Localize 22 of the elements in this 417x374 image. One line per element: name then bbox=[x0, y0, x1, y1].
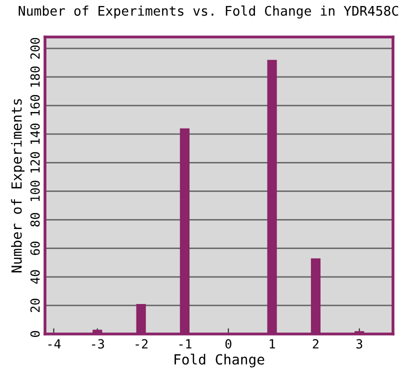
x-tick-label: -3 bbox=[92, 339, 104, 349]
x-tick-label: 0 bbox=[225, 339, 232, 349]
x-tick-label: 3 bbox=[356, 339, 362, 349]
y-tick-label: 180 bbox=[30, 66, 40, 87]
y-tick-label: 20 bbox=[30, 298, 40, 312]
chart-title: Number of Experiments vs. Fold Change in YDR458C bbox=[18, 6, 398, 18]
x-tick-label: -2 bbox=[136, 339, 148, 348]
y-tick-label: 100 bbox=[30, 180, 40, 201]
y-tick-label: 160 bbox=[30, 95, 40, 116]
x-tick-label: 2 bbox=[312, 339, 318, 348]
y-tick-label: 40 bbox=[30, 270, 40, 284]
y-tick-label: 200 bbox=[30, 38, 40, 59]
x-axis-title: Fold Change bbox=[174, 354, 264, 368]
y-tick-label: 0 bbox=[30, 331, 40, 337]
x-tick-label: -1 bbox=[179, 339, 192, 348]
x-tick-label: 1 bbox=[270, 339, 275, 348]
y-tick-label: 120 bbox=[30, 152, 40, 172]
y-tick-label: 60 bbox=[30, 242, 40, 256]
y-axis-title: Number of Experiments bbox=[11, 99, 25, 272]
x-tick-label: -4 bbox=[48, 339, 61, 348]
y-tick-label: 80 bbox=[30, 213, 40, 226]
y-tick-label: 140 bbox=[30, 124, 40, 144]
